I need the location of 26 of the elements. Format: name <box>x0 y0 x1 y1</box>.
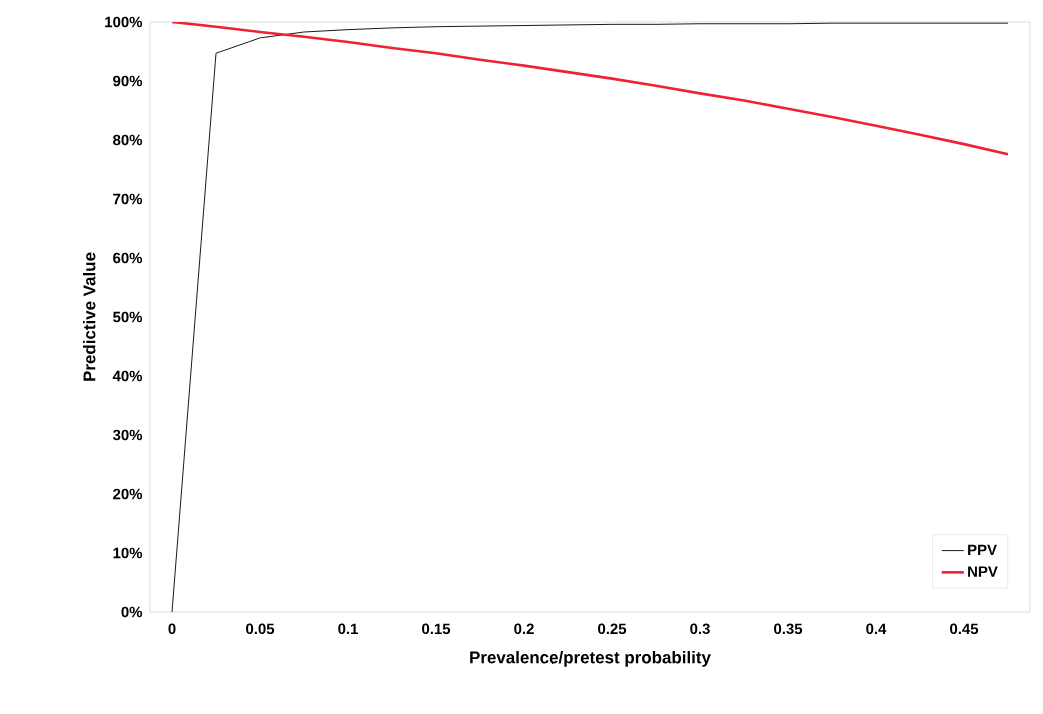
y-tick-label: 70% <box>113 193 143 205</box>
x-tick-label: 0.45 <box>950 623 979 635</box>
y-tick-label: 90% <box>113 75 143 87</box>
y-tick-label: 20% <box>113 488 143 500</box>
x-tick-label: 0.2 <box>514 623 534 635</box>
x-tick-label: 0 <box>168 623 176 635</box>
y-tick-label: 60% <box>113 252 143 264</box>
x-tick-label: 0.15 <box>422 623 451 635</box>
legend-label: NPV <box>968 566 998 577</box>
x-tick-label: 0.25 <box>598 623 627 635</box>
x-axis-title: Prevalence/pretest probability <box>470 650 711 667</box>
y-tick-label: 10% <box>113 547 143 559</box>
y-tick-label: 100% <box>105 16 143 28</box>
x-tick-label: 0.05 <box>246 623 275 635</box>
y-tick-label: 40% <box>112 370 143 382</box>
y-axis-title: Predictive Value <box>83 252 96 381</box>
x-tick-label: 0.3 <box>690 623 710 635</box>
x-tick-label: 0.35 <box>774 623 803 635</box>
y-tick-label: 30% <box>112 429 143 441</box>
y-tick-label: 80% <box>113 134 143 146</box>
legend-label: PPV <box>968 544 997 555</box>
y-tick-label: 0% <box>121 606 143 618</box>
x-tick-label: 0.4 <box>866 623 887 635</box>
x-tick-label: 0.1 <box>338 623 358 635</box>
line-series <box>170 21 1010 156</box>
y-tick-label: 50% <box>113 311 143 323</box>
